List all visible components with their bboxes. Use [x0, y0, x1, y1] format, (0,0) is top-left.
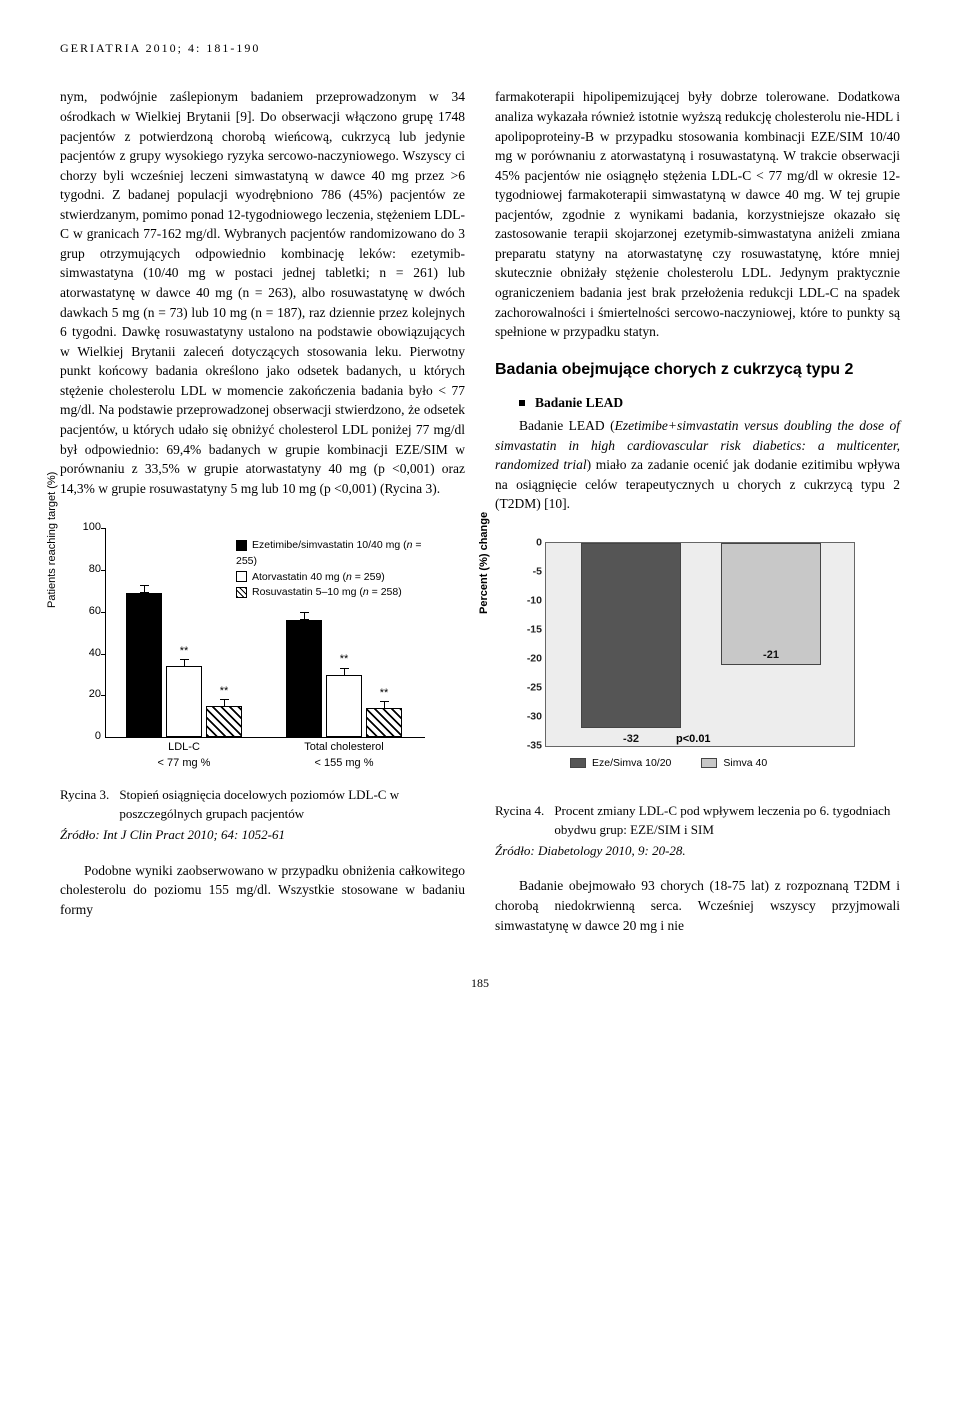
right-column: farmakoterapii hipolipemizującej były do… — [495, 87, 900, 935]
chart1-bar — [206, 706, 242, 737]
chart1-sig: ** — [220, 684, 229, 700]
chart1-ytick: 60 — [76, 604, 101, 620]
chart1-bar — [126, 593, 162, 737]
chart1-ytick: 20 — [76, 687, 101, 703]
figure-3: Patients reaching target (%) 100 80 60 4… — [60, 518, 465, 845]
chart2-ytick: -25 — [518, 680, 542, 695]
chart2-ytick: -20 — [518, 651, 542, 666]
chart2-ytick: -10 — [518, 593, 542, 608]
chart1-ylabel: Patients reaching target (%) — [45, 472, 61, 608]
chart1-ytick: 100 — [76, 520, 101, 536]
chart2-value-label: -21 — [763, 648, 779, 664]
chart2-ytick: -30 — [518, 709, 542, 724]
chart2-ytick: -5 — [518, 564, 542, 579]
chart2-value-label: -32 — [623, 732, 639, 748]
section-heading: Badania obejmujące chorych z cukrzycą ty… — [495, 360, 900, 381]
figure-3-source: Źródło: Int J Clin Pract 2010; 64: 1052-… — [60, 826, 465, 845]
chart2-ytick: 0 — [518, 535, 542, 550]
left-column: nym, podwójnie zaślepionym badaniem prze… — [60, 87, 465, 935]
journal-header: GERIATRIA 2010; 4: 181-190 — [60, 40, 900, 57]
chart2-ylabel: Percent (%) change — [477, 512, 493, 614]
chart2-pvalue: p<0.01 — [676, 732, 711, 748]
chart1-sig: ** — [180, 644, 189, 660]
chart2-bar — [581, 543, 681, 729]
chart2-ytick: -35 — [518, 738, 542, 753]
two-column-layout: nym, podwójnie zaślepionym badaniem prze… — [60, 87, 900, 935]
chart1-bar — [326, 675, 362, 738]
chart-2-bar: Percent (%) change 0 -5 -10 -15 -20 -25 … — [495, 534, 875, 794]
chart2-ytick: -15 — [518, 622, 542, 637]
chart1-xlabel: Total cholesterol< 155 mg % — [304, 740, 384, 772]
figure-3-caption: Rycina 3. Stopień osiągnięcia docelowych… — [60, 786, 465, 824]
figure-4: Percent (%) change 0 -5 -10 -15 -20 -25 … — [495, 534, 900, 861]
chart1-xlabel: LDL-C< 77 mg % — [158, 740, 211, 772]
lead-subheading: Badanie LEAD — [495, 393, 900, 413]
figure-4-source: Źródło: Diabetology 2010, 9: 20-28. — [495, 842, 900, 861]
bullet-icon — [519, 400, 525, 406]
left-para-2: Podobne wyniki zaobserwowano w przypadku… — [60, 861, 465, 920]
right-para-2: Badanie obejmowało 93 chorych (18-75 lat… — [495, 876, 900, 935]
lead-paragraph: Badanie LEAD (Ezetimibe+simvastatin vers… — [495, 416, 900, 514]
chart1-bar — [366, 708, 402, 737]
chart1-ytick: 80 — [76, 562, 101, 578]
right-para-1: farmakoterapii hipolipemizującej były do… — [495, 87, 900, 341]
chart1-ytick: 40 — [76, 646, 101, 662]
chart1-bar — [286, 620, 322, 737]
chart2-bar — [721, 543, 821, 665]
chart1-bar — [166, 666, 202, 737]
chart1-sig: ** — [340, 652, 349, 668]
page-number: 185 — [60, 975, 900, 992]
chart1-ytick: 0 — [76, 729, 101, 745]
chart1-sig: ** — [380, 686, 389, 702]
chart-1-bar: Patients reaching target (%) 100 80 60 4… — [60, 518, 450, 778]
figure-4-caption: Rycina 4. Procent zmiany LDL-C pod wpływ… — [495, 802, 900, 840]
chart2-legend: Eze/Simva 10/20 Simva 40 — [570, 756, 767, 771]
chart1-plot-area: 100 80 60 40 20 0 ** ** — [105, 528, 425, 738]
left-para-1: nym, podwójnie zaślepionym badaniem prze… — [60, 87, 465, 498]
chart2-plot-area: 0 -5 -10 -15 -20 -25 -30 -35 -32 -21 p<0… — [545, 542, 855, 747]
chart1-legend: Ezetimibe/simvastatin 10/40 mg (n = 255)… — [236, 538, 425, 601]
